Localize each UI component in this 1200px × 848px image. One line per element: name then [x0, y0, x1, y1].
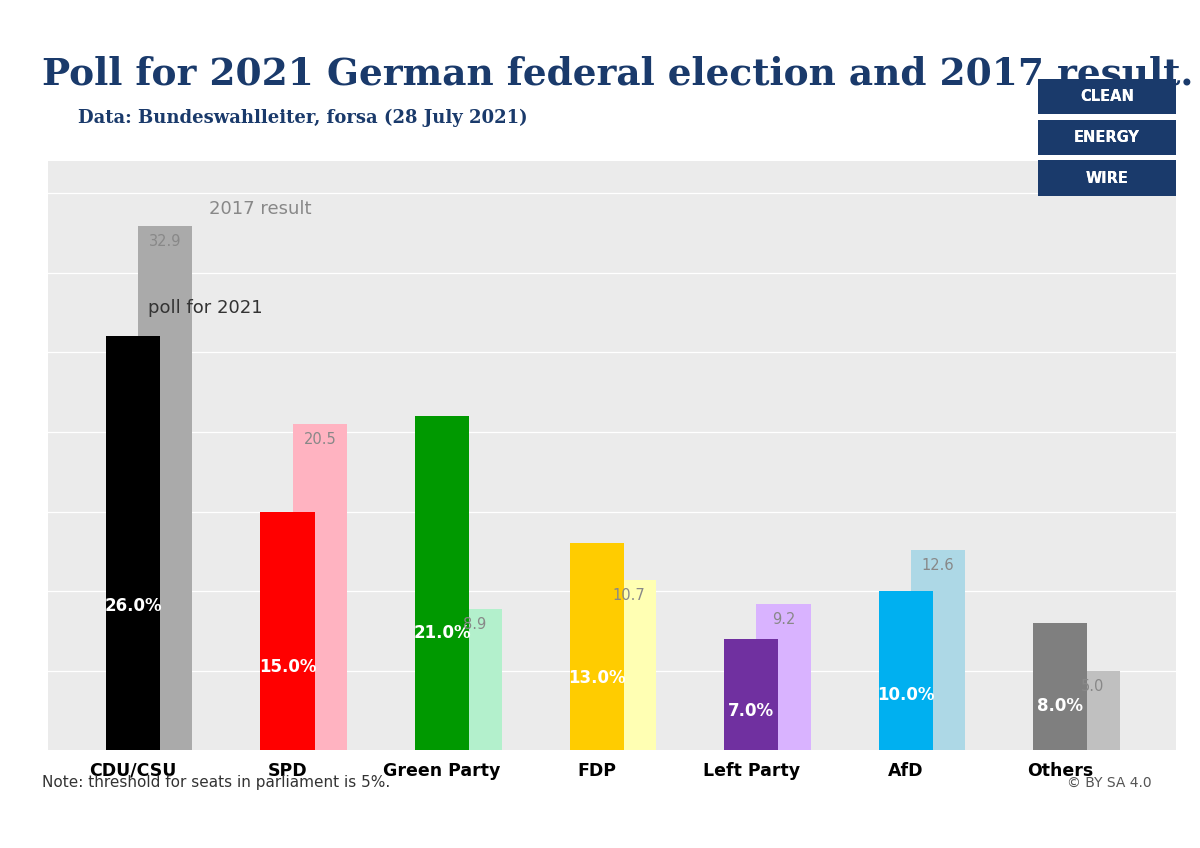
Text: Poll for 2021 German federal election and 2017 result.: Poll for 2021 German federal election an…: [42, 55, 1193, 92]
Text: 32.9: 32.9: [149, 234, 181, 249]
Bar: [911, 550, 965, 750]
Text: Note: threshold for seats in parliament is 5%.: Note: threshold for seats in parliament …: [42, 775, 390, 790]
Text: 20.5: 20.5: [304, 432, 336, 447]
Text: 7.0%: 7.0%: [728, 702, 774, 721]
Text: 26.0%: 26.0%: [104, 596, 162, 615]
Bar: [293, 424, 347, 750]
Text: 8.0%: 8.0%: [1037, 697, 1084, 715]
Bar: [878, 591, 932, 750]
Bar: [260, 511, 314, 750]
Bar: [415, 416, 469, 750]
Bar: [756, 604, 810, 750]
Text: 15.0%: 15.0%: [259, 658, 317, 676]
Text: CLEAN: CLEAN: [1080, 89, 1134, 104]
Text: 9.2: 9.2: [772, 612, 796, 627]
Text: 8.9: 8.9: [463, 616, 486, 632]
Bar: [570, 544, 624, 750]
Text: WIRE: WIRE: [1086, 170, 1128, 186]
Text: Data: Bundeswahlleiter, forsa (28 July 2021): Data: Bundeswahlleiter, forsa (28 July 2…: [78, 109, 528, 127]
Bar: [448, 609, 502, 750]
Text: CLEAN: CLEAN: [1080, 89, 1134, 104]
Bar: [106, 337, 160, 750]
Text: © BY SA 4.0: © BY SA 4.0: [1067, 776, 1152, 790]
Bar: [1066, 671, 1120, 750]
Text: 13.0%: 13.0%: [568, 669, 625, 687]
Text: poll for 2021: poll for 2021: [149, 299, 263, 317]
Text: ENERGY: ENERGY: [1074, 130, 1140, 145]
Text: 10.0%: 10.0%: [877, 686, 935, 704]
Text: 12.6: 12.6: [922, 558, 954, 572]
Text: 2017 result: 2017 result: [209, 200, 311, 219]
Text: 10.7: 10.7: [613, 588, 646, 603]
Bar: [1033, 623, 1087, 750]
Text: 21.0%: 21.0%: [413, 624, 470, 643]
Text: 5.0: 5.0: [1081, 678, 1104, 694]
Bar: [138, 226, 192, 750]
Bar: [602, 580, 656, 750]
Text: WIRE: WIRE: [1086, 170, 1128, 186]
Bar: [724, 639, 778, 750]
Text: ENERGY: ENERGY: [1074, 130, 1140, 145]
